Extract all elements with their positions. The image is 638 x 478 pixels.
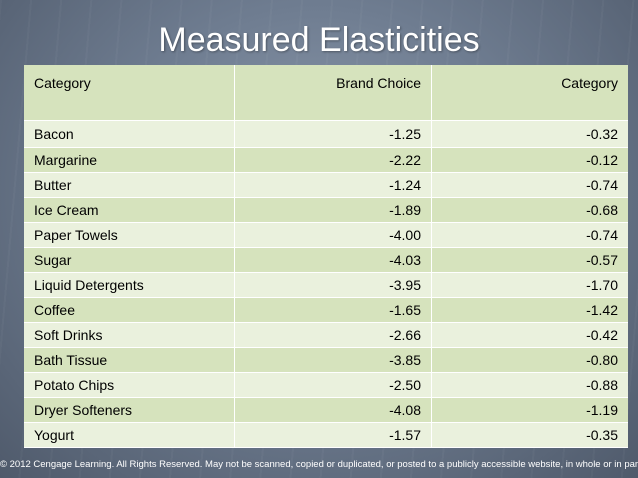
cell-brand-choice: -2.22: [234, 147, 432, 173]
cell-category-elasticity: -0.12: [431, 147, 628, 173]
copyright-notice: © 2012 Cengage Learning. All Rights Rese…: [0, 459, 638, 470]
cell-brand-choice: -1.57: [234, 422, 432, 448]
cell-category-elasticity: -0.80: [431, 347, 628, 373]
table-row: Ice Cream -1.89 -0.68: [24, 197, 628, 223]
cell-category-elasticity: -0.88: [431, 372, 628, 398]
slide-title: Measured Elasticities: [158, 21, 480, 59]
cell-brand-choice: -4.00: [234, 222, 432, 248]
cell-brand-choice: -2.66: [234, 322, 432, 348]
cell-brand-choice: -3.85: [234, 347, 432, 373]
cell-category: Yogurt: [24, 422, 235, 448]
table-row: Coffee -1.65 -1.42: [24, 297, 628, 323]
cell-category-elasticity: -0.32: [431, 120, 628, 148]
table-row: Bath Tissue -3.85 -0.80: [24, 347, 628, 373]
cell-category: Paper Towels: [24, 222, 235, 248]
cell-category: Soft Drinks: [24, 322, 235, 348]
cell-category: Ice Cream: [24, 197, 235, 223]
cell-brand-choice: -1.65: [234, 297, 432, 323]
cell-category: Coffee: [24, 297, 235, 323]
cell-brand-choice: -4.08: [234, 397, 432, 423]
table-row: Butter -1.24 -0.74: [24, 172, 628, 198]
table-row: Potato Chips -2.50 -0.88: [24, 372, 628, 398]
table-row: Sugar -4.03 -0.57: [24, 247, 628, 273]
cell-brand-choice: -1.25: [234, 120, 432, 148]
header-brand-choice: Brand Choice: [234, 65, 432, 121]
cell-category: Margarine: [24, 147, 235, 173]
table-row: Dryer Softeners -4.08 -1.19: [24, 397, 628, 423]
header-category: Category: [24, 65, 235, 121]
cell-category: Sugar: [24, 247, 235, 273]
cell-category-elasticity: -0.35: [431, 422, 628, 448]
cell-category-elasticity: -1.42: [431, 297, 628, 323]
cell-category-elasticity: -0.57: [431, 247, 628, 273]
cell-category: Dryer Softeners: [24, 397, 235, 423]
table-row: Paper Towels -4.00 -0.74: [24, 222, 628, 248]
cell-category: Potato Chips: [24, 372, 235, 398]
cell-category-elasticity: -1.19: [431, 397, 628, 423]
cell-category-elasticity: -0.74: [431, 172, 628, 198]
cell-brand-choice: -3.95: [234, 272, 432, 298]
cell-category-elasticity: -0.74: [431, 222, 628, 248]
table-row: Liquid Detergents -3.95 -1.70: [24, 272, 628, 298]
cell-category-elasticity: -1.70: [431, 272, 628, 298]
cell-brand-choice: -1.89: [234, 197, 432, 223]
table-row: Soft Drinks -2.66 -0.42: [24, 322, 628, 348]
cell-brand-choice: -1.24: [234, 172, 432, 198]
cell-category-elasticity: -0.68: [431, 197, 628, 223]
cell-category: Butter: [24, 172, 235, 198]
elasticities-table: Category Brand Choice Category Bacon -1.2…: [24, 65, 628, 448]
table-row: Yogurt -1.57 -0.35: [24, 422, 628, 448]
header-category-elasticity: Category: [431, 65, 628, 121]
table-row: Bacon -1.25 -0.32: [24, 120, 628, 148]
cell-category: Bacon: [24, 120, 235, 148]
table-row: Margarine -2.22 -0.12: [24, 147, 628, 173]
table-header-row: Category Brand Choice Category: [24, 65, 628, 121]
cell-category: Bath Tissue: [24, 347, 235, 373]
cell-category-elasticity: -0.42: [431, 322, 628, 348]
cell-category: Liquid Detergents: [24, 272, 235, 298]
cell-brand-choice: -2.50: [234, 372, 432, 398]
cell-brand-choice: -4.03: [234, 247, 432, 273]
